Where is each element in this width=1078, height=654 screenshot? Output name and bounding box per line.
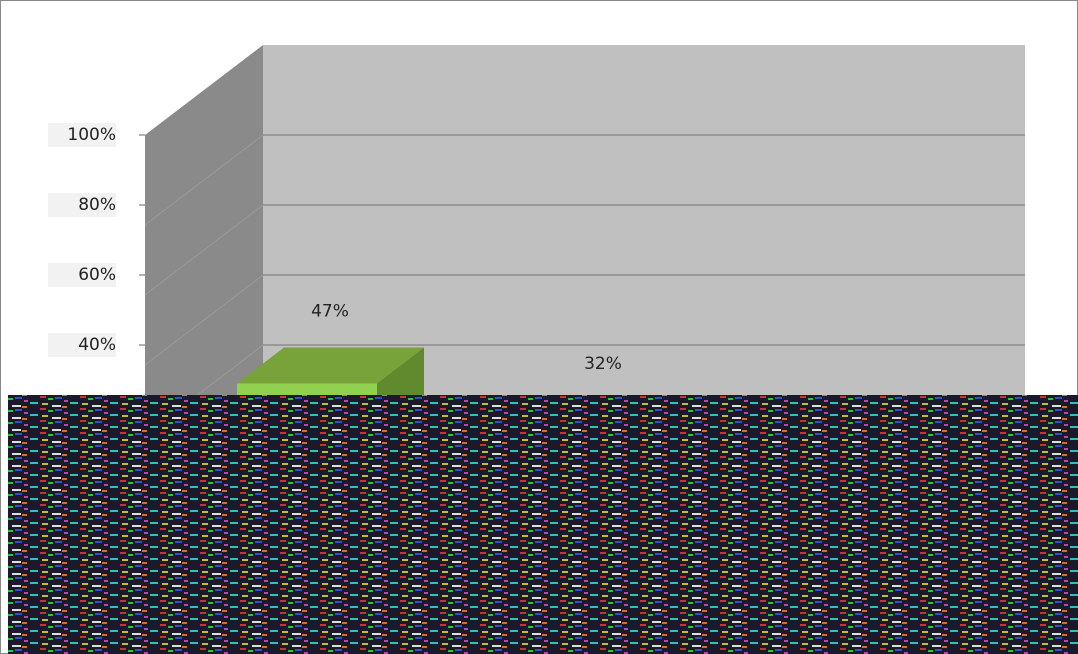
data-label: 32% <box>584 354 622 374</box>
image-corruption <box>8 395 1078 654</box>
grid-line <box>144 274 264 366</box>
y-tick-label: 100% <box>67 125 116 145</box>
y-tick-label-bg <box>48 333 116 357</box>
y-tick-label: 40% <box>78 335 116 355</box>
y-tick-label-bg <box>48 123 116 147</box>
y-tick-label-bg <box>48 263 116 287</box>
y-tick-label-bg <box>48 193 116 217</box>
y-tick-label: 80% <box>78 195 116 215</box>
grid-line <box>144 204 264 296</box>
y-tick-label: 60% <box>78 265 116 285</box>
data-label: 47% <box>311 302 349 322</box>
grid-line <box>144 134 264 226</box>
bar-top <box>237 347 424 384</box>
